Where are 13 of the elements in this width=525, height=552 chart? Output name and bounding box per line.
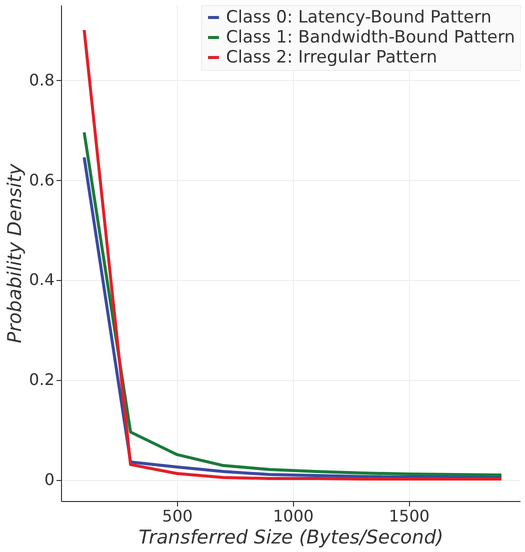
legend-label: Class 2: Irregular Pattern: [226, 48, 438, 68]
y-tick-label: 0.2: [29, 370, 54, 390]
x-tick-label: 500: [162, 506, 193, 526]
legend-label: Class 1: Bandwidth-Bound Pattern: [226, 28, 516, 48]
x-axis-title: Transferred Size (Bytes/Second): [138, 526, 444, 548]
y-tick-label: 0: [44, 470, 54, 490]
y-tick-label: 0.8: [29, 70, 54, 90]
x-tick-label: 1000: [272, 506, 314, 526]
x-tick-label: 1500: [388, 506, 430, 526]
y-axis-title: Probability Density: [4, 163, 26, 344]
y-tick-label: 0.6: [29, 170, 54, 190]
y-tick-label: 0.4: [29, 270, 54, 290]
legend-label: Class 0: Latency-Bound Pattern: [226, 8, 492, 28]
